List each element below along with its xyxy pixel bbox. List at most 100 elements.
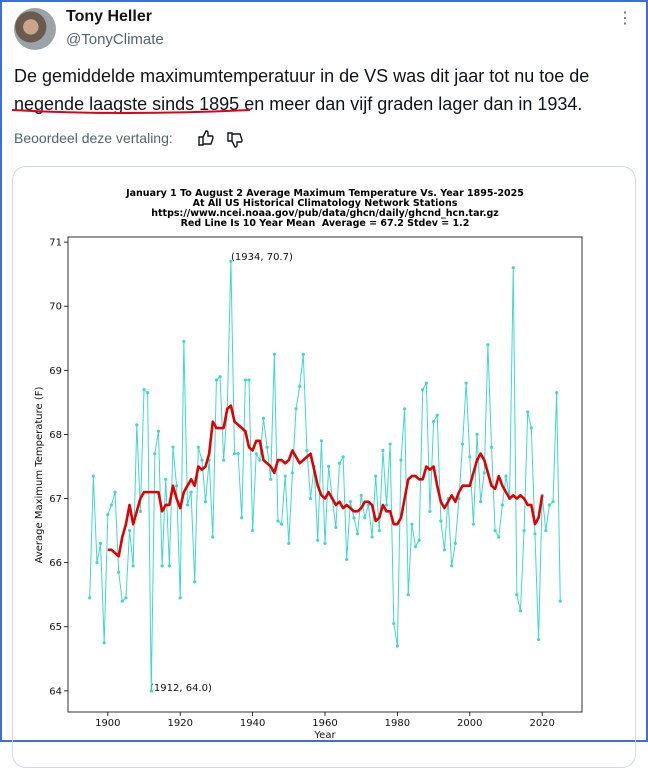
point [222, 458, 226, 462]
point [337, 461, 342, 465]
point [421, 387, 425, 392]
point [460, 442, 465, 446]
point [131, 564, 135, 568]
point [149, 689, 153, 693]
point [283, 474, 287, 478]
highlight: negende laagste sinds 1895 [14, 94, 240, 114]
point [153, 452, 157, 456]
point [160, 564, 164, 568]
point [374, 474, 378, 478]
point [406, 593, 410, 597]
point [551, 500, 555, 504]
y-tick-label: 66 [49, 558, 62, 569]
y-tick-label: 70 [49, 302, 62, 313]
point [468, 455, 472, 459]
point [482, 471, 486, 475]
point [403, 407, 407, 411]
point [515, 593, 519, 597]
tweet-line: negende laagste sinds 1895 en meer dan v… [14, 90, 639, 118]
more-menu[interactable]: ⋮ [617, 10, 633, 27]
point [410, 522, 414, 526]
red-underline [11, 109, 251, 114]
point [352, 516, 356, 520]
point [424, 381, 428, 385]
x-tick-label: 1980 [385, 718, 410, 729]
point [88, 596, 92, 600]
annotation: (1934, 70.7) [231, 252, 293, 263]
point [413, 545, 418, 549]
point [348, 500, 352, 504]
avatar[interactable] [14, 8, 56, 50]
point [489, 445, 494, 449]
point [276, 519, 280, 523]
point [464, 381, 468, 385]
point [305, 448, 309, 453]
point [185, 503, 190, 507]
thumb-icons[interactable] [198, 130, 243, 148]
point [395, 644, 399, 648]
point [171, 445, 175, 449]
point [381, 448, 385, 453]
point [442, 548, 447, 552]
point [142, 387, 146, 392]
point [341, 455, 345, 459]
tweet-line: De gemiddelde maximumtemperatuur in de V… [14, 66, 590, 86]
point [345, 557, 349, 562]
point [146, 391, 150, 395]
y-tick-label: 71 [49, 238, 62, 249]
y-tick-label: 64 [49, 686, 62, 697]
point [439, 519, 443, 523]
point [522, 528, 526, 533]
point [479, 500, 483, 504]
point [301, 352, 305, 356]
point [308, 496, 313, 501]
point [164, 477, 168, 481]
chart-title: January 1 To August 2 Average Maximum Te… [125, 188, 524, 199]
point [261, 416, 266, 421]
point [388, 442, 392, 446]
point [98, 541, 103, 546]
point [475, 432, 479, 437]
translation-prompt: Beoordeel deze vertaling: [14, 130, 173, 146]
point [518, 609, 523, 613]
author-handle[interactable]: @TonyClimate [66, 31, 164, 48]
y-axis-label: Average Maximum Temperature (F) [34, 387, 45, 564]
point [471, 522, 476, 526]
x-tick-label: 2000 [457, 718, 482, 729]
point [167, 564, 171, 568]
point [377, 528, 381, 533]
point [95, 561, 99, 565]
point [120, 599, 124, 603]
point [279, 522, 284, 526]
point [236, 452, 240, 456]
frame [0, 0, 648, 742]
point [124, 596, 128, 600]
point [435, 413, 439, 417]
point [229, 259, 233, 263]
point [486, 343, 490, 347]
point [265, 445, 269, 449]
chart-title: Red Line Is 10 Year Mean Average = 67.2 … [181, 218, 470, 229]
point [102, 641, 106, 645]
point [193, 580, 197, 584]
x-tick-label: 1960 [312, 718, 337, 729]
point [363, 516, 367, 520]
point [243, 378, 247, 382]
point [453, 541, 457, 546]
point [196, 445, 200, 449]
author-name[interactable]: Tony Heller [66, 8, 152, 25]
point [526, 410, 530, 414]
x-tick-label: 1940 [240, 718, 265, 729]
point [232, 452, 237, 456]
tweet-rest: en meer dan vijf graden lager dan in 193… [239, 94, 583, 114]
point [493, 528, 497, 533]
point [290, 471, 295, 475]
line [107, 404, 544, 558]
point [316, 538, 320, 542]
point [182, 339, 186, 344]
point [450, 564, 454, 568]
point [533, 532, 537, 536]
point [174, 484, 179, 488]
point [428, 509, 432, 513]
